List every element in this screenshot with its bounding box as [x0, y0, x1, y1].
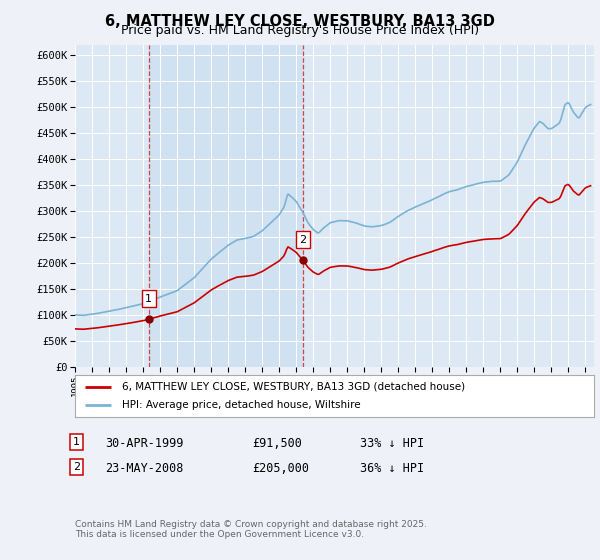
Text: 36% ↓ HPI: 36% ↓ HPI	[360, 462, 424, 475]
Text: HPI: Average price, detached house, Wiltshire: HPI: Average price, detached house, Wilt…	[122, 400, 361, 410]
Text: 23-MAY-2008: 23-MAY-2008	[105, 462, 184, 475]
Text: £91,500: £91,500	[252, 437, 302, 450]
Text: 1: 1	[145, 293, 152, 304]
Text: 6, MATTHEW LEY CLOSE, WESTBURY, BA13 3GD (detached house): 6, MATTHEW LEY CLOSE, WESTBURY, BA13 3GD…	[122, 382, 465, 392]
Text: £205,000: £205,000	[252, 462, 309, 475]
Text: 2: 2	[299, 235, 307, 245]
Text: 2: 2	[73, 462, 80, 472]
Text: Contains HM Land Registry data © Crown copyright and database right 2025.
This d: Contains HM Land Registry data © Crown c…	[75, 520, 427, 539]
Text: 6, MATTHEW LEY CLOSE, WESTBURY, BA13 3GD: 6, MATTHEW LEY CLOSE, WESTBURY, BA13 3GD	[105, 14, 495, 29]
Text: Price paid vs. HM Land Registry's House Price Index (HPI): Price paid vs. HM Land Registry's House …	[121, 24, 479, 36]
Text: 33% ↓ HPI: 33% ↓ HPI	[360, 437, 424, 450]
Text: 30-APR-1999: 30-APR-1999	[105, 437, 184, 450]
Text: 1: 1	[73, 437, 80, 447]
Bar	[149, 45, 303, 367]
